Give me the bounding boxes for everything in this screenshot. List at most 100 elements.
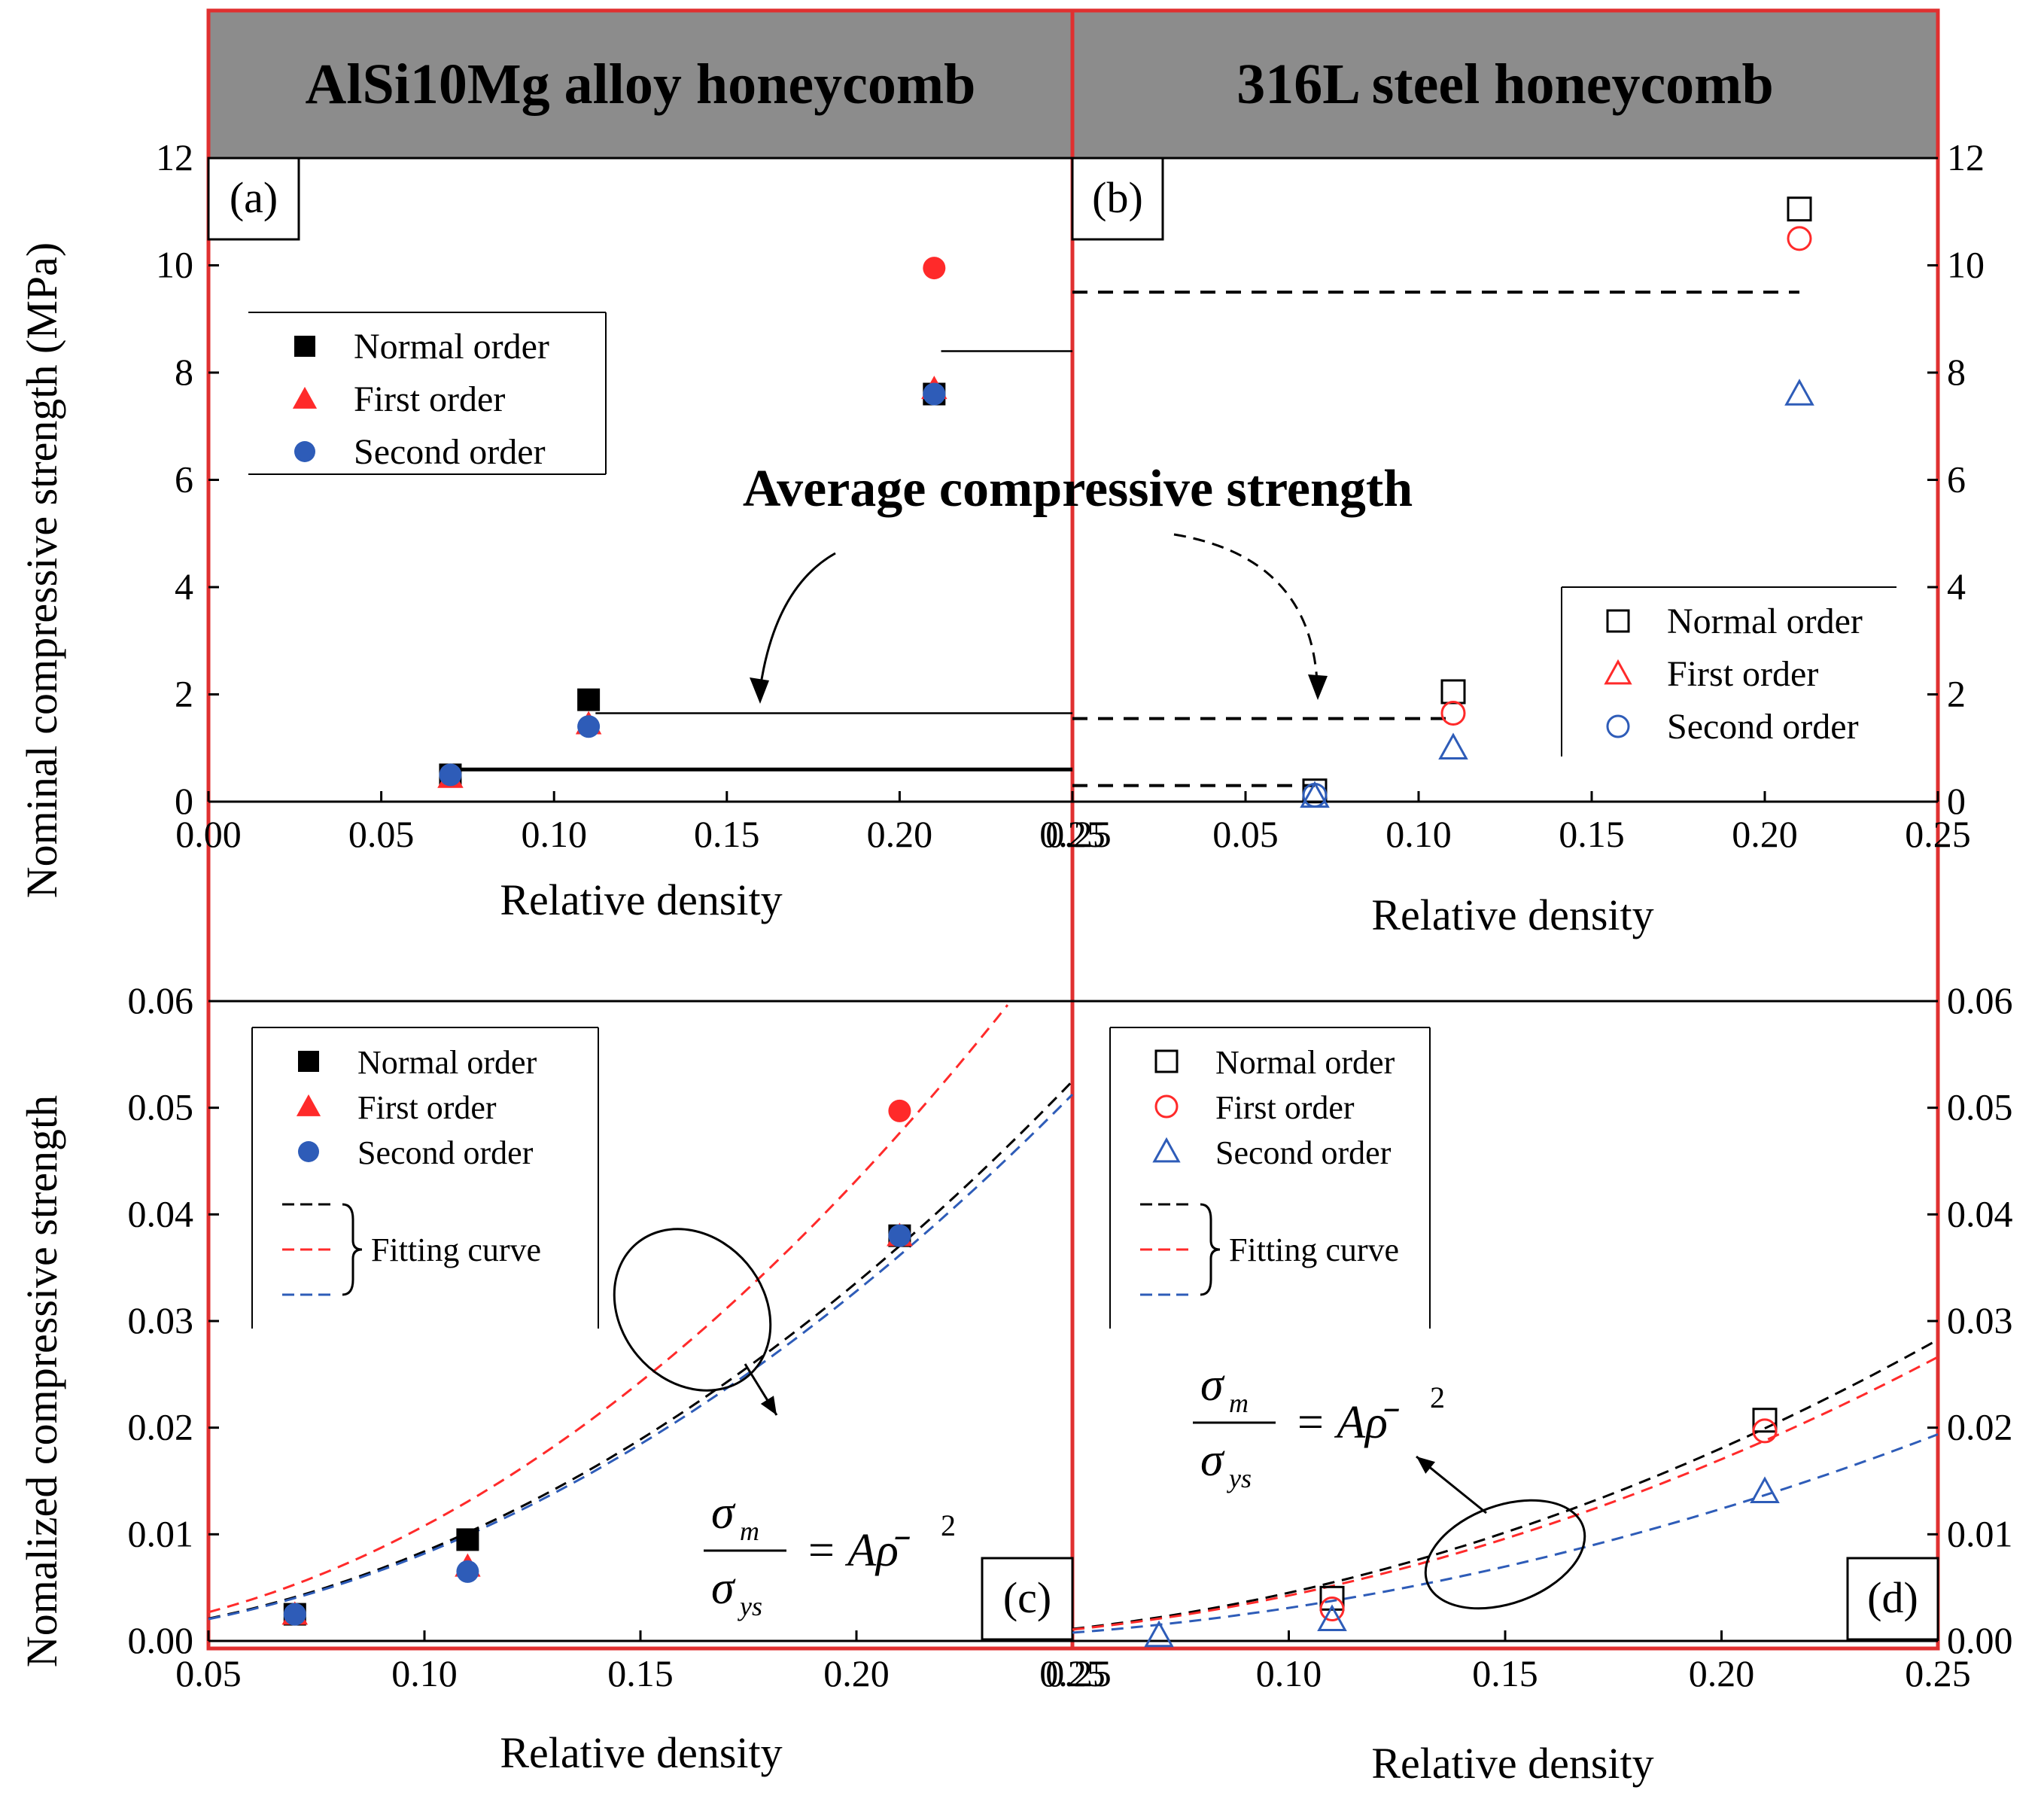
y-tick-label: 10 [156,244,193,286]
y-tick-label: 0.02 [128,1406,194,1448]
x-tick-label: 0.20 [1689,1652,1755,1694]
legend-marker [298,1141,319,1162]
y-axis-label: Nomalized compressive strength [17,1095,66,1667]
legend-marker [1604,659,1632,685]
equation-num-sub: m [1229,1388,1249,1418]
panel-label-box [207,157,300,241]
equation-arrowhead [760,1396,777,1415]
legend-fit-label: Fitting curve [371,1231,541,1268]
data-point-second-order [1144,1620,1174,1648]
x-tick-label: 0.15 [694,813,760,855]
data-point-normal-order [577,688,601,711]
data-point-first-order [1752,1418,1778,1444]
header-left: AlSi10Mg alloy honeycomb [208,11,1072,158]
panel-label: (b) [1092,173,1143,222]
legend-fit-label: Fitting curve [1229,1231,1399,1268]
legend-bg [1562,587,1896,756]
y-tick-label: 2 [175,673,193,715]
y-tick-label: 4 [175,565,193,607]
x-tick-label: 0.25 [1905,813,1971,855]
equation-arrowhead [1416,1457,1435,1474]
data-point-normal-order [1787,196,1812,222]
data-point-second-order [577,715,601,738]
y-tick-label: 4 [1947,565,1966,607]
legend-label: Normal order [357,1044,537,1081]
legend-marker [1606,609,1630,633]
equation-power: 2 [1430,1380,1445,1414]
y-tick-label: 0.01 [1947,1512,2013,1554]
equation-denominator: σ [1200,1435,1225,1486]
equation-num-sub: m [740,1516,759,1546]
panel-c: 0.05 0.10 0.15 0.20 0.25 0.00 0.01 0.02 0.03 0.04… [17,979,1106,1777]
y-tick-label: 2 [1947,673,1966,715]
avg-arrow-left [759,552,836,689]
legend-label: Normal order [1667,601,1863,641]
x-tick-label: 0.25 [1045,813,1112,855]
y-tick-label: 0.02 [1947,1406,2013,1448]
y-tick-label: 0.00 [1947,1619,2013,1661]
legend-marker [1152,1137,1181,1163]
fit-curve-1 [1072,1356,1939,1631]
y-tick-label: 0 [1947,780,1966,822]
panel-label: (c) [1003,1573,1051,1622]
legend-brace [1200,1203,1221,1296]
panel-d: 0.25 0.10 0.15 0.20 0.250.000.010.020.030.04… [1045,979,2012,1788]
x-tick-label: 0.15 [1472,1652,1538,1694]
legend-marker [292,386,318,409]
data-point-second-order [283,1603,306,1626]
legend-label: First order [357,1089,497,1126]
x-axis-label: Relative density [1371,1739,1653,1788]
x-tick-label: 0.05 [348,813,415,855]
fit-curve-2 [1072,1433,1939,1634]
equation-den-sub: ys [1227,1463,1252,1493]
y-tick-label: 8 [175,351,193,393]
equation-ellipse [1424,1499,1586,1610]
y-tick-label: 12 [156,136,193,178]
y-tick-label: 0.04 [1947,1192,2013,1234]
legend-bg [1110,1027,1430,1329]
red-frame-0 [206,8,1075,1651]
x-tick-label: 0.05 [175,1652,242,1694]
data-point-blue-triangles [1300,781,1330,808]
panel-label: (d) [1867,1573,1918,1622]
y-tick-label: 0.05 [1947,1086,2013,1128]
panel-a: 0.00 0.05 0.10 0.15 0.20 0.25 0 2 4 6 8 10 12 Relativ… [17,136,1106,924]
data-point-second-order [888,1224,911,1247]
legend-label: First order [1215,1089,1355,1126]
equation-ellipse [613,1228,772,1392]
data-point-red-circles [1787,226,1812,251]
equation-numerator: σ [711,1487,736,1539]
equation-rhs: = Aρ̄ [805,1525,911,1576]
fit-curve-0 [1072,1338,1939,1630]
legend-marker [294,441,315,462]
panel-b: 0.25 0.05 0.10 0.15 0.20 0.25024681012Relativ… [1045,136,1985,939]
legend-marker [294,336,315,357]
data-point-red-point [888,1099,911,1122]
equation-rhs: = Aρ̄ [1294,1397,1400,1448]
data-point-second-order [456,1560,479,1583]
red-frame-1 [1070,8,1940,1651]
data-point-normal-order [1752,1408,1778,1433]
y-tick-label: 12 [1947,136,1985,178]
avg-arrowhead-left [750,677,769,704]
y-tick-label: 0.03 [128,1299,194,1341]
legend-marker [296,1094,321,1116]
x-axis-label: Relative density [500,1728,782,1777]
y-tick-label: 6 [175,458,193,501]
y-tick-label: 0.04 [128,1192,194,1234]
data-point-blue-triangles [1438,732,1468,760]
panel-label-box [1071,157,1164,241]
y-tick-label: 10 [1947,244,1985,286]
y-tick-label: 0.06 [128,979,194,1021]
data-point-blue-triangles [1784,379,1814,406]
x-tick-label: 0.10 [1385,813,1452,855]
header-right: 316L steel honeycomb [1072,11,1938,158]
panel-label-box [1846,1557,1939,1641]
data-point-normal-order [1440,679,1466,705]
x-tick-label: 0.10 [1256,1652,1322,1694]
x-tick-label: 0.25 [1045,1652,1112,1694]
y-tick-label: 8 [1947,351,1966,393]
data-point-first-order--circle- [923,257,946,280]
y-tick-label: 0 [175,780,193,822]
